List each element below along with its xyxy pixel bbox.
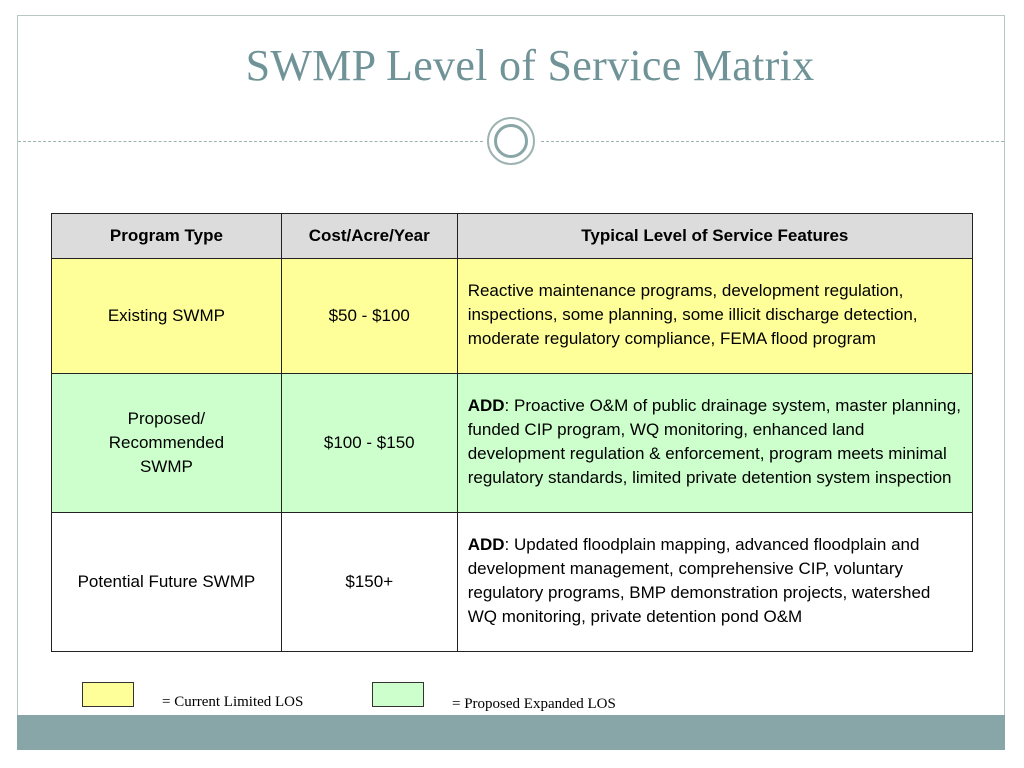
table-row: Potential Future SWMP $150+ ADD: Updated… — [51, 512, 974, 652]
cell-features: ADD: Updated floodplain mapping, advance… — [456, 512, 974, 652]
slide-title: SWMP Level of Service Matrix — [245, 41, 815, 90]
table-header-row: Program Type Cost/Acre/Year Typical Leve… — [51, 213, 974, 259]
header-program-type: Program Type — [51, 213, 282, 259]
title-divider-left — [18, 141, 483, 142]
legend-label-proposed: = Proposed Expanded LOS — [452, 696, 616, 712]
footer-bar — [17, 715, 1005, 750]
level-of-service-table: Program Type Cost/Acre/Year Typical Leve… — [51, 213, 974, 652]
legend-label-current: = Current Limited LOS — [162, 694, 304, 710]
circle-ornament-icon — [487, 117, 535, 165]
cell-cost: $100 - $150 — [280, 373, 458, 513]
cell-features: ADD: Proactive O&M of public drainage sy… — [456, 373, 974, 513]
cell-features: Reactive maintenance programs, developme… — [456, 258, 974, 374]
table-row: Existing SWMP $50 - $100 Reactive mainte… — [51, 258, 974, 374]
cell-cost: $50 - $100 — [280, 258, 458, 374]
cell-program-type: Proposed/Recommended SWMP — [51, 373, 282, 513]
legend-swatch-current — [82, 682, 134, 707]
add-label: ADD — [467, 396, 505, 415]
cell-cost: $150+ — [280, 512, 458, 652]
legend-swatch-proposed — [372, 682, 424, 707]
cell-program-type: Potential Future SWMP — [51, 512, 282, 652]
cell-program-type: Existing SWMP — [51, 258, 282, 374]
features-text: Reactive maintenance programs, developme… — [467, 281, 918, 348]
table-row: Proposed/Recommended SWMP $100 - $150 ADD… — [51, 373, 974, 513]
features-text: : Proactive O&M of public drainage syste… — [467, 396, 961, 487]
add-label: ADD — [467, 535, 505, 554]
header-cost: Cost/Acre/Year — [280, 213, 458, 259]
title-divider-right — [541, 141, 1004, 142]
header-features: Typical Level of Service Features — [456, 213, 974, 259]
features-text: : Updated floodplain mapping, advanced f… — [467, 535, 931, 626]
